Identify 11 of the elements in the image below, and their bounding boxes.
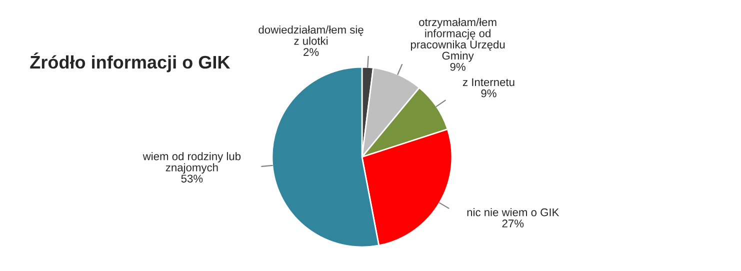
data-label: 2% — [304, 48, 319, 56]
slice-label: dowiedziałam/łem się z ulotki — [258, 26, 364, 45]
slice-label: otrzymałam/łem informację od pracownika Urzędu Gminy — [410, 18, 505, 62]
slice-label: wiem od rodziny lub znajomych — [142, 152, 241, 174]
data-label: 9% — [481, 89, 496, 98]
data-label: 53% — [181, 174, 203, 183]
slice-label: nic nie wiem o GIK — [467, 208, 560, 216]
data-label: 9% — [450, 62, 466, 71]
data-label: 27% — [502, 220, 524, 228]
slice-label: z Internetu — [462, 78, 514, 86]
text: Źródło informacji o GIK — [30, 52, 230, 72]
